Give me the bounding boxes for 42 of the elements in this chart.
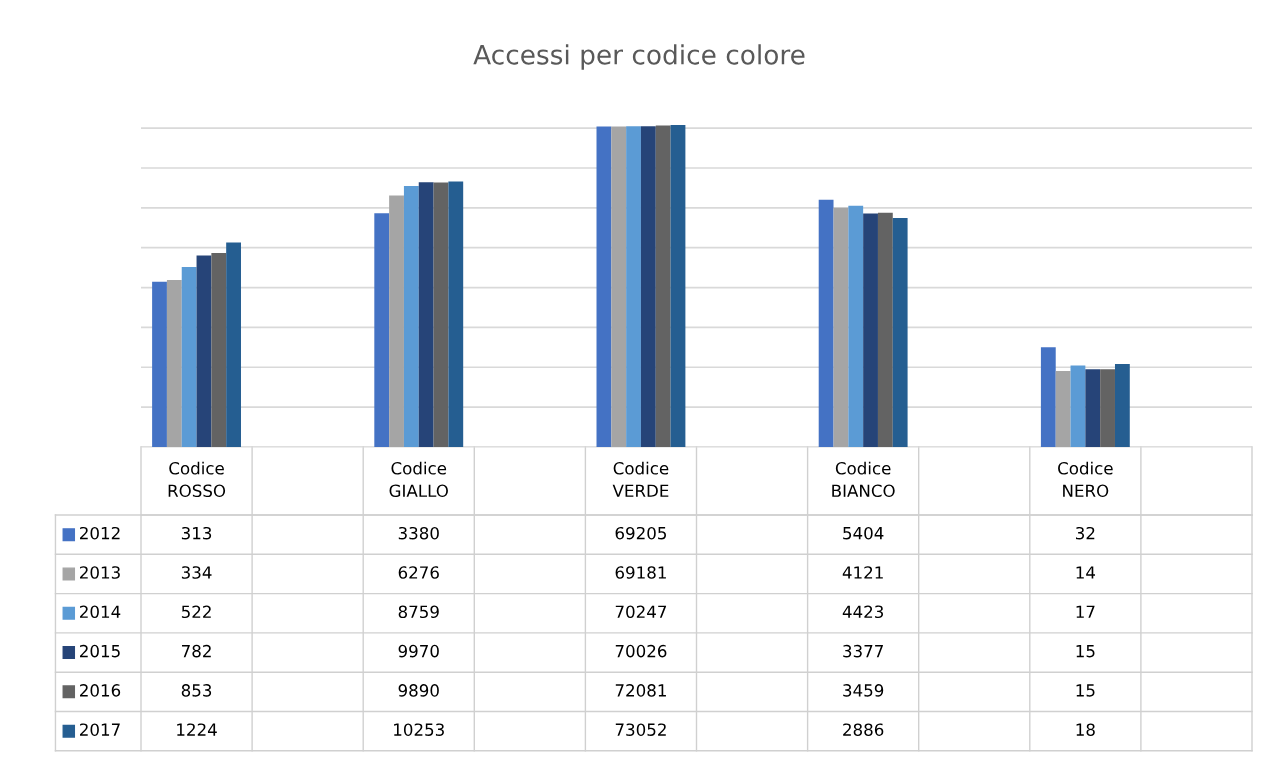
x-tick-label: Codice GIALLO	[389, 461, 448, 498]
data-label: 313	[181, 526, 212, 540]
data-label: 69181	[615, 566, 666, 579]
data-label: 69205	[615, 526, 666, 540]
legend-label: 2015	[80, 644, 120, 658]
legend-label: 2017	[80, 723, 120, 736]
data-label: 782	[182, 644, 211, 658]
x-tick-label: Codice BIANCO	[832, 461, 895, 498]
data-label: 32	[1076, 526, 1095, 540]
data-label: 334	[181, 566, 212, 579]
data-label: 70247	[615, 605, 667, 619]
x-tick-label: Codice VERDE	[612, 461, 669, 497]
legend-label: 2014	[80, 605, 121, 619]
data-label: 15	[1076, 645, 1095, 658]
data-label: 3377	[843, 644, 883, 658]
data-label: 9890	[398, 684, 439, 697]
data-label: 5404	[843, 526, 884, 540]
data-label: 4423	[842, 605, 884, 619]
legend-label: 2012	[80, 526, 120, 540]
x-tick-label: Codice ROSSO	[168, 461, 226, 498]
data-label: 73052	[615, 723, 666, 736]
data-label: 2886	[843, 723, 884, 736]
data-label: 6276	[398, 566, 439, 579]
data-label: 9970	[398, 644, 439, 658]
data-label: 522	[181, 605, 211, 619]
data-label: 72081	[615, 684, 666, 697]
data-label: 10253	[394, 723, 444, 736]
x-tick-label: Codice NERO	[1058, 461, 1113, 498]
data-label: 14	[1076, 566, 1096, 579]
data-label: 4121	[842, 566, 883, 579]
chart-title: Accessi per codice colore	[473, 44, 805, 70]
legend-label: 2016	[80, 684, 121, 697]
data-label: 1224	[177, 723, 217, 736]
data-label: 70026	[615, 644, 667, 658]
data-label: 3380	[398, 526, 439, 540]
data-label: 3459	[843, 684, 884, 697]
data-label: 18	[1076, 723, 1095, 736]
data-label: 853	[181, 684, 212, 697]
data-label: 15	[1076, 684, 1095, 697]
legend-label: 2013	[80, 566, 120, 579]
data-label: 8759	[398, 605, 439, 619]
data-label: 17	[1076, 605, 1095, 618]
